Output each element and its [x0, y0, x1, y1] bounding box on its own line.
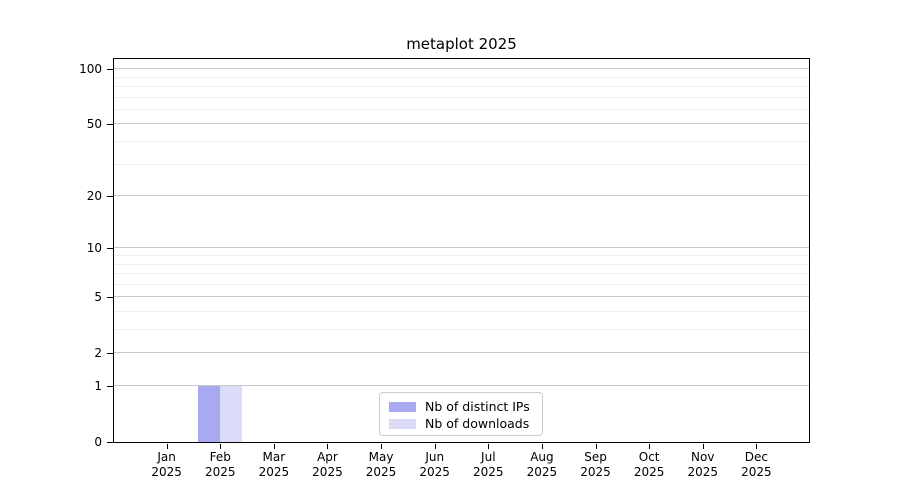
y-gridline-minor	[114, 96, 809, 98]
chart-title: metaplot 2025	[406, 35, 517, 53]
x-tick-label: Sep 2025	[564, 450, 628, 480]
x-tick-label: Aug 2025	[510, 450, 574, 480]
x-tick-year: 2025	[580, 465, 611, 479]
x-tick-year: 2025	[419, 465, 450, 479]
legend-label-distinct-ips: Nb of distinct IPs	[425, 399, 530, 414]
x-tick-mark	[649, 444, 651, 449]
y-gridline-minor	[114, 86, 809, 88]
y-tick-label: 20	[86, 189, 102, 204]
x-tick-month: Dec	[744, 450, 768, 464]
legend-item-downloads: Nb of downloads	[389, 415, 533, 432]
y-gridline-minor	[114, 263, 809, 265]
legend-item-distinct-ips: Nb of distinct IPs	[389, 398, 533, 415]
x-tick-label: Nov 2025	[671, 450, 735, 480]
y-gridline-major	[114, 195, 809, 197]
y-gridline-major	[114, 247, 809, 249]
x-tick-label: Dec 2025	[724, 450, 788, 480]
bar-nb-of-downloads	[220, 386, 243, 442]
x-tick-year: 2025	[473, 465, 504, 479]
x-tick-mark	[273, 444, 275, 449]
x-tick-label: Oct 2025	[617, 450, 681, 480]
legend: Nb of distinct IPs Nb of downloads	[379, 392, 543, 436]
x-tick-mark	[756, 444, 758, 449]
bar-nb-of-distinct-ips	[198, 386, 221, 442]
y-tick-mark	[107, 248, 113, 250]
x-tick-mark	[327, 444, 329, 449]
y-gridline-minor	[114, 255, 809, 256]
x-tick-year: 2025	[204, 465, 236, 479]
x-tick-month: Jun	[425, 450, 445, 464]
y-gridline-minor	[114, 163, 809, 165]
y-tick-label: 2	[94, 346, 102, 361]
y-gridline-major	[114, 296, 809, 298]
y-tick-label: 5	[94, 290, 102, 305]
y-tick-mark	[107, 124, 113, 126]
x-tick-month: Mar	[262, 450, 286, 464]
x-tick-mark	[220, 444, 222, 449]
y-gridline-major	[114, 352, 809, 354]
y-tick-mark	[107, 297, 113, 299]
x-tick-month: May	[368, 450, 394, 464]
x-tick-year: 2025	[365, 465, 397, 479]
x-tick-label: Apr 2025	[295, 450, 359, 480]
x-tick-mark	[541, 444, 543, 449]
y-tick-mark	[107, 196, 113, 198]
x-tick-year: 2025	[633, 465, 665, 479]
y-gridline-major	[114, 123, 809, 125]
x-tick-year: 2025	[526, 465, 558, 479]
y-gridline-minor	[114, 283, 809, 285]
y-tick-label: 0	[94, 435, 102, 449]
legend-label-downloads: Nb of downloads	[425, 416, 530, 431]
x-tick-label: Jul 2025	[456, 450, 520, 480]
y-tick-label: 50	[86, 117, 102, 132]
y-gridline-minor	[114, 108, 809, 110]
legend-swatch-distinct-ips	[389, 401, 416, 412]
x-tick-label: May 2025	[349, 450, 413, 480]
x-tick-label: Jun 2025	[403, 450, 467, 480]
x-tick-label: Jan 2025	[135, 450, 199, 480]
x-tick-year: 2025	[151, 465, 182, 479]
plot-area	[113, 58, 810, 443]
y-tick-mark	[107, 353, 113, 355]
y-tick-label: 100	[79, 62, 102, 77]
x-tick-label: Mar 2025	[242, 450, 306, 480]
x-tick-mark	[595, 444, 597, 449]
x-tick-mark	[166, 444, 168, 449]
x-tick-mark	[434, 444, 436, 449]
x-tick-month: Sep	[584, 450, 607, 464]
y-gridline-major	[114, 68, 809, 70]
x-tick-label: Feb 2025	[188, 450, 252, 480]
y-tick-label: 10	[86, 241, 102, 256]
y-gridline-minor	[114, 76, 809, 78]
x-tick-year: 2025	[312, 465, 343, 479]
y-gridline-minor	[114, 329, 809, 331]
x-tick-month: Oct	[638, 450, 660, 464]
x-tick-month: Jul	[481, 450, 496, 464]
x-tick-month: Jan	[157, 450, 176, 464]
y-tick-mark	[107, 442, 113, 443]
y-gridline-minor	[114, 141, 809, 143]
x-tick-mark	[381, 444, 383, 449]
x-tick-mark	[488, 444, 490, 449]
legend-swatch-downloads	[389, 418, 416, 429]
x-tick-year: 2025	[687, 465, 719, 479]
x-tick-year: 2025	[258, 465, 290, 479]
x-tick-mark	[702, 444, 704, 449]
x-tick-year: 2025	[741, 465, 772, 479]
x-tick-month: Apr	[317, 450, 338, 464]
y-gridline-minor	[114, 311, 809, 312]
y-tick-mark	[107, 69, 113, 71]
y-tick-label: 1	[94, 379, 102, 393]
y-gridline-major	[114, 385, 809, 387]
y-tick-mark	[107, 386, 113, 387]
x-tick-month: Aug	[530, 450, 554, 464]
y-gridline-minor	[114, 273, 809, 275]
x-tick-month: Feb	[209, 450, 231, 464]
x-tick-month: Nov	[691, 450, 715, 464]
